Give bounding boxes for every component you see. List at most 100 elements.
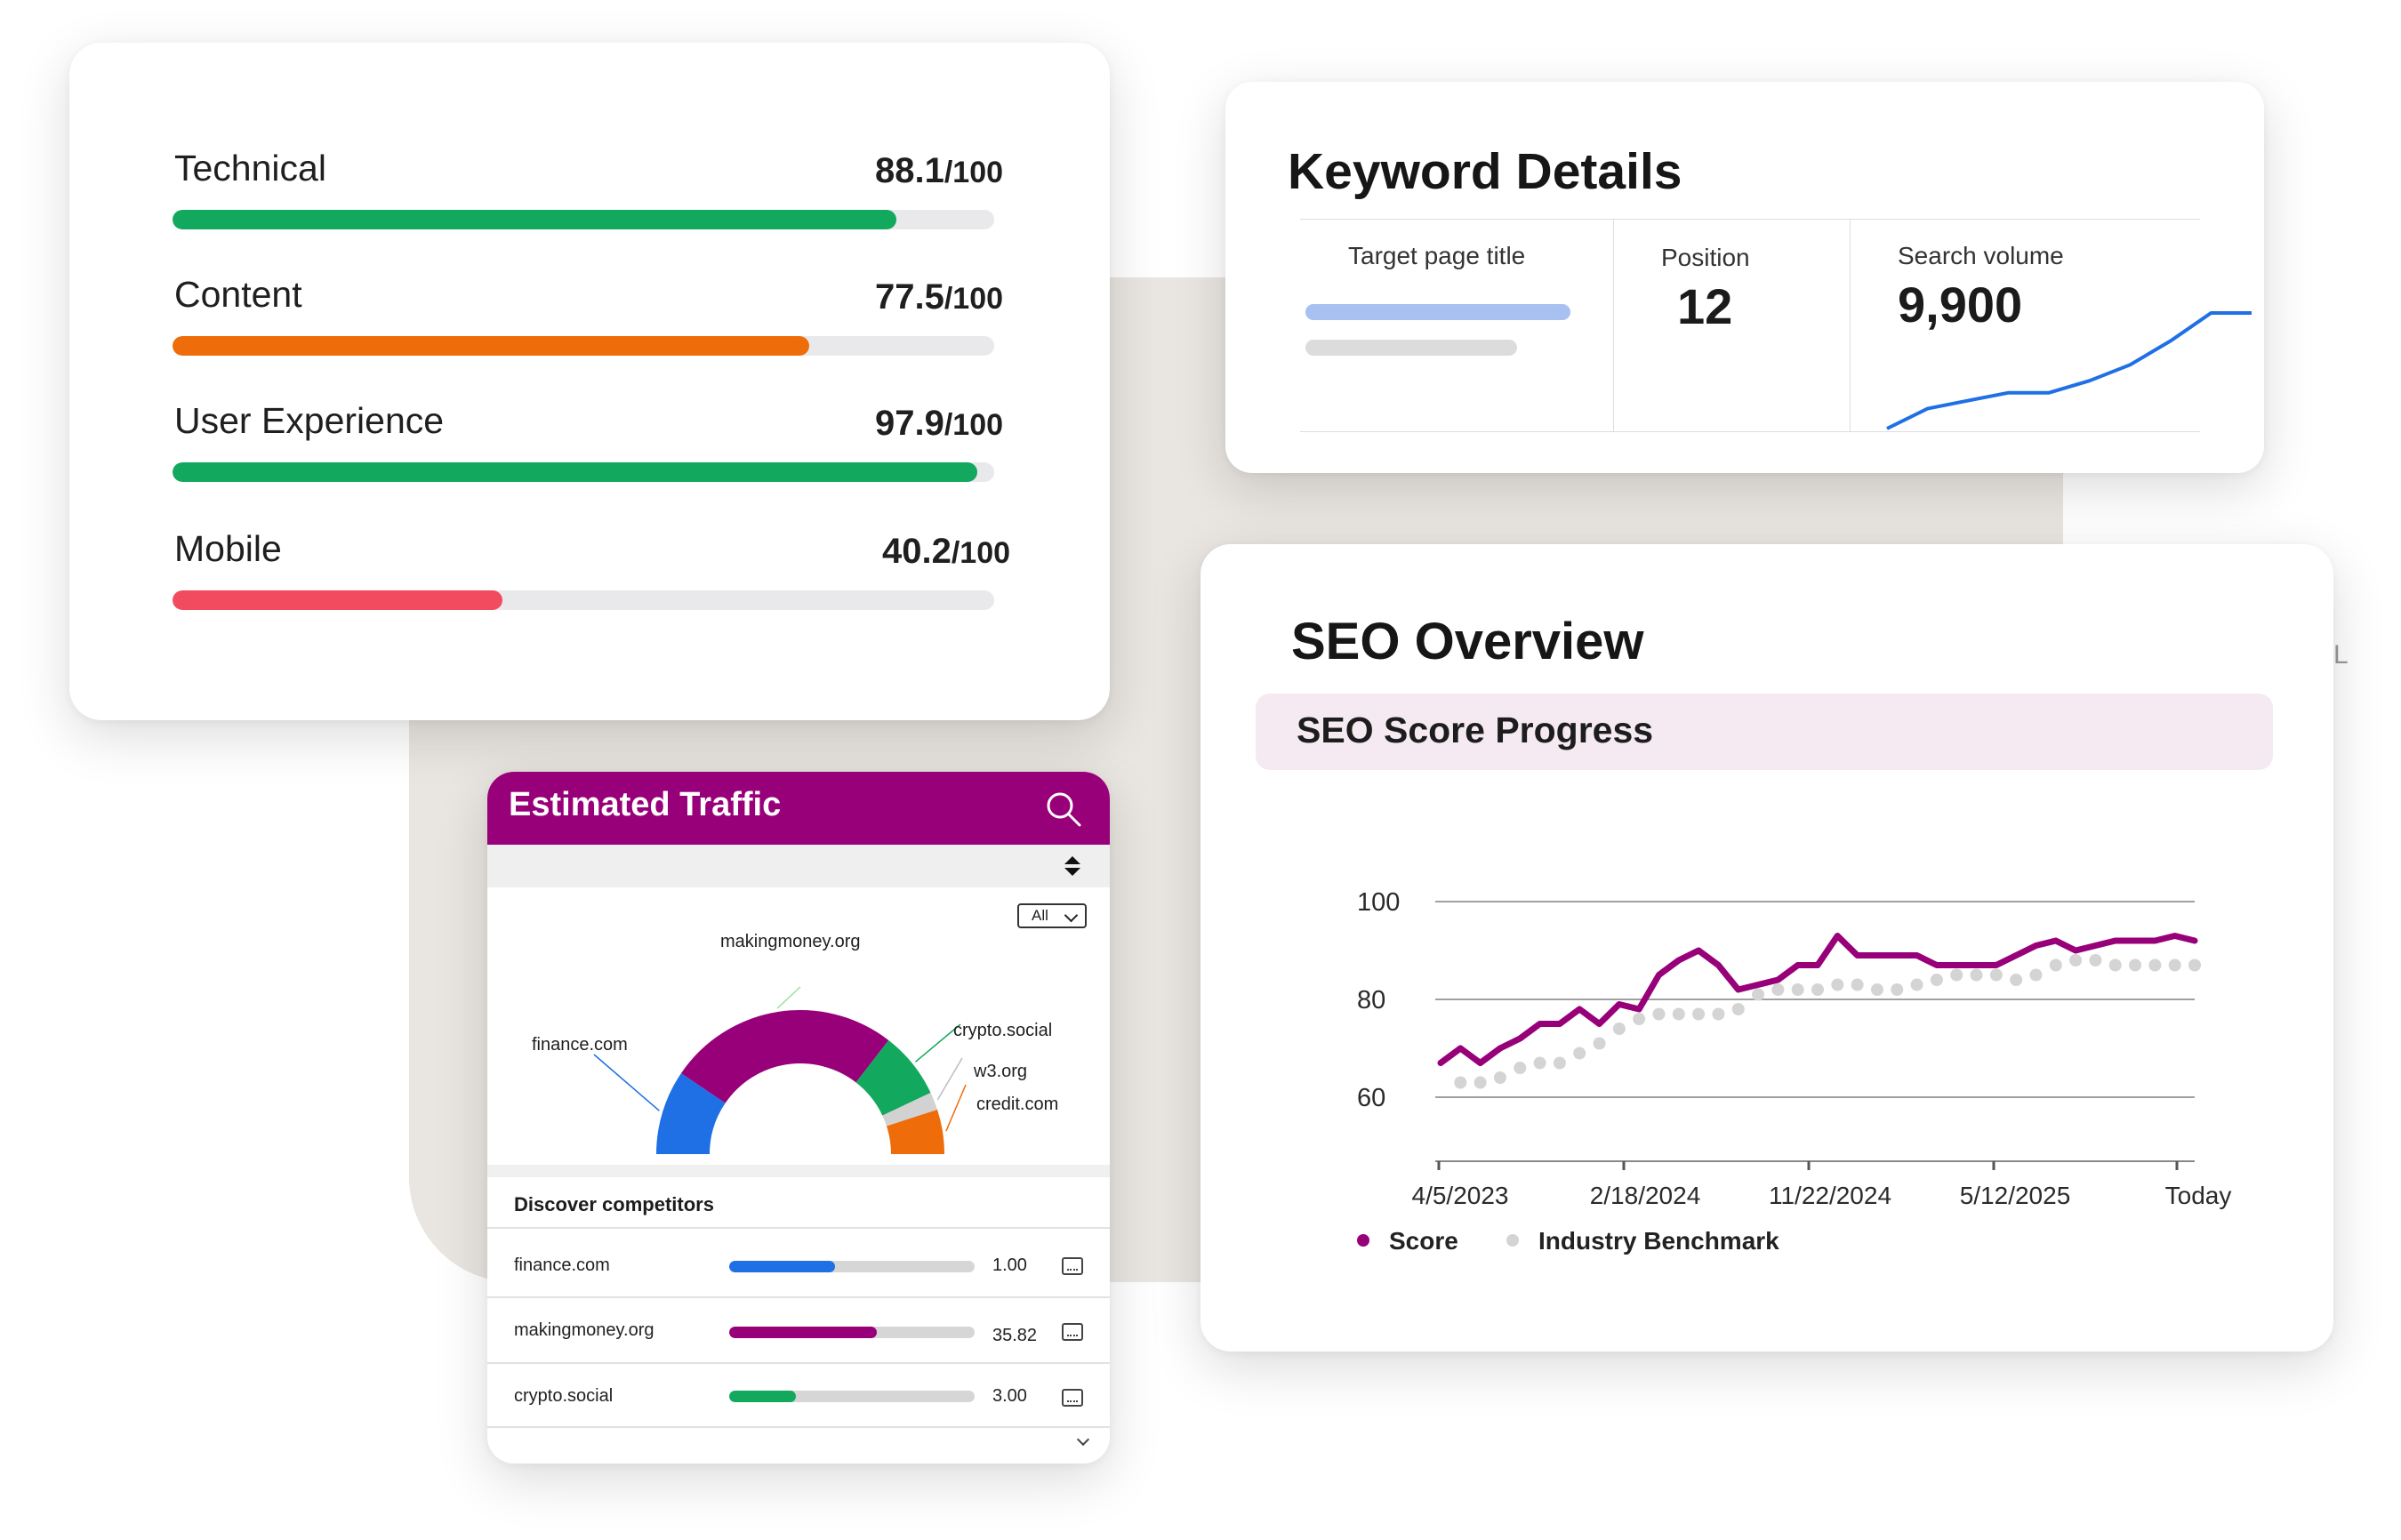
y-tick-label: 60 <box>1357 1084 1385 1112</box>
traffic-share-gauge <box>593 986 967 1154</box>
score-line <box>1437 933 2198 1066</box>
benchmark-point <box>1851 978 1864 991</box>
seo-overview-card: SEO Overview SEO Score Progress 100 80 60 4… <box>1200 544 2333 1352</box>
comment-icon[interactable] <box>1062 1389 1083 1407</box>
benchmark-point <box>1731 1003 1745 1015</box>
seo-overview-title: SEO Overview <box>1291 613 1644 670</box>
gauge-label-crypto: crypto.social <box>953 1021 1053 1040</box>
seo-score-progress-header: SEO Score Progress <box>1256 694 2273 770</box>
progress-fill <box>173 590 503 610</box>
benchmark-point <box>2069 954 2083 967</box>
benchmark-point <box>1612 1023 1626 1035</box>
benchmark-point <box>1553 1056 1566 1070</box>
discover-competitors-heading: Discover competitors <box>514 1193 714 1215</box>
sort-bar <box>487 845 1110 887</box>
competitor-value-makingmoney: 35.82 <box>992 1326 1038 1345</box>
gauge-slice <box>681 1010 889 1103</box>
comment-icon[interactable] <box>1062 1323 1083 1341</box>
benchmark-point <box>2188 958 2201 972</box>
benchmark-point <box>1891 983 1904 996</box>
metric-label-content: Content <box>174 274 302 315</box>
legend-marker-score <box>1357 1233 1369 1247</box>
progress-bar-content <box>173 336 994 356</box>
progress-bar-user-experience <box>173 462 994 482</box>
progress-bar-technical <box>173 210 994 229</box>
competitor-value-crypto: 3.00 <box>992 1386 1027 1406</box>
benchmark-point <box>1970 968 1983 982</box>
x-tick-label: 4/5/2023 <box>1412 1182 1509 1209</box>
gauge-label-w3: w3.org <box>974 1062 1028 1081</box>
benchmark-point <box>1910 978 1923 991</box>
competitor-bar-fill <box>729 1391 796 1402</box>
seo-score-line-chart: 100 80 60 4/5/2023 2/18/2024 11/22/2024 5/12/2… <box>1357 888 2232 1209</box>
title-placeholder-bar <box>1305 304 1570 320</box>
gauge-slice <box>855 1039 931 1116</box>
benchmark-point <box>1593 1037 1606 1050</box>
benchmark-point <box>1930 974 1943 986</box>
metric-label-mobile: Mobile <box>174 528 282 569</box>
benchmark-point <box>1950 968 1963 982</box>
search-volume-label: Search volume <box>1898 242 2064 269</box>
divider <box>487 1227 1110 1229</box>
metric-label-user-experience: User Experience <box>174 400 445 441</box>
traffic-title: Estimated Traffic <box>509 786 782 823</box>
competitor-bar-makingmoney <box>729 1327 975 1338</box>
position-value: 12 <box>1677 278 1733 334</box>
benchmark-point <box>1454 1076 1467 1089</box>
benchmark-point <box>1633 1013 1646 1025</box>
benchmark-point <box>1692 1007 1706 1021</box>
target-page-title-label: Target page title <box>1348 242 1526 269</box>
y-tick-label: 100 <box>1357 888 1400 917</box>
sort-icon[interactable] <box>1062 854 1083 878</box>
search-icon[interactable] <box>1044 790 1083 829</box>
keyword-details-title: Keyword Details <box>1288 143 1682 200</box>
position-label: Position <box>1661 244 1750 271</box>
benchmark-point <box>2010 974 2023 986</box>
benchmark-point <box>2148 958 2162 972</box>
benchmark-point <box>1791 983 1804 996</box>
gauge-label-finance: finance.com <box>532 1035 628 1055</box>
benchmark-point <box>1870 983 1883 996</box>
edge-glyph: L <box>2333 640 2349 670</box>
benchmark-point <box>1752 988 1765 1001</box>
x-tick-label: 2/18/2024 <box>1590 1182 1701 1209</box>
divider <box>1300 219 2200 220</box>
traffic-header: Estimated Traffic <box>487 772 1110 845</box>
legend-item-score: Score <box>1357 1227 1458 1255</box>
progress-fill <box>173 336 810 356</box>
site-audit-scores-card: Technical 88.1/100 Content 77.5/100 User… <box>69 43 1110 720</box>
metric-value-mobile: 40.2/100 <box>882 532 1011 571</box>
competitor-bar-fill <box>729 1261 835 1272</box>
gauge-label-makingmoney: makingmoney.org <box>720 932 861 951</box>
metric-value-user-experience: 97.9/100 <box>875 404 1004 443</box>
metric-value-technical: 88.1/100 <box>875 151 1004 190</box>
y-tick-label: 80 <box>1357 986 1385 1015</box>
show-more-chevron-icon[interactable] <box>1076 1432 1090 1447</box>
gauge-slice <box>887 1109 944 1154</box>
gauge-leader-line <box>776 986 801 1009</box>
x-tick-label: Today <box>2165 1182 2232 1209</box>
benchmark-point <box>1712 1007 1725 1021</box>
traffic-filter-select[interactable]: All <box>1017 903 1087 928</box>
divider <box>487 1362 1110 1364</box>
metric-value-content: 77.5/100 <box>875 277 1004 317</box>
subtitle-placeholder-bar <box>1305 340 1517 356</box>
search-volume-trend-chart <box>1886 311 2252 430</box>
gauge-leader-line <box>936 1057 963 1101</box>
benchmark-point <box>1989 968 2003 982</box>
comment-icon[interactable] <box>1062 1257 1083 1275</box>
benchmark-point <box>2108 958 2122 972</box>
progress-bar-mobile <box>173 590 994 610</box>
benchmark-point <box>2089 954 2102 967</box>
benchmark-point <box>2129 958 2142 972</box>
estimated-traffic-card: Estimated Traffic All makingmoney.org fi… <box>487 772 1110 1464</box>
benchmark-point <box>2168 958 2181 972</box>
benchmark-point <box>2029 968 2043 982</box>
progress-fill <box>173 462 977 482</box>
competitor-bar-crypto <box>729 1391 975 1402</box>
benchmark-point <box>1514 1062 1527 1074</box>
gauge-slice <box>656 1072 726 1154</box>
seo-score-progress-title: SEO Score Progress <box>1297 710 1654 750</box>
benchmark-point <box>1811 983 1824 996</box>
benchmark-point <box>1474 1076 1487 1089</box>
